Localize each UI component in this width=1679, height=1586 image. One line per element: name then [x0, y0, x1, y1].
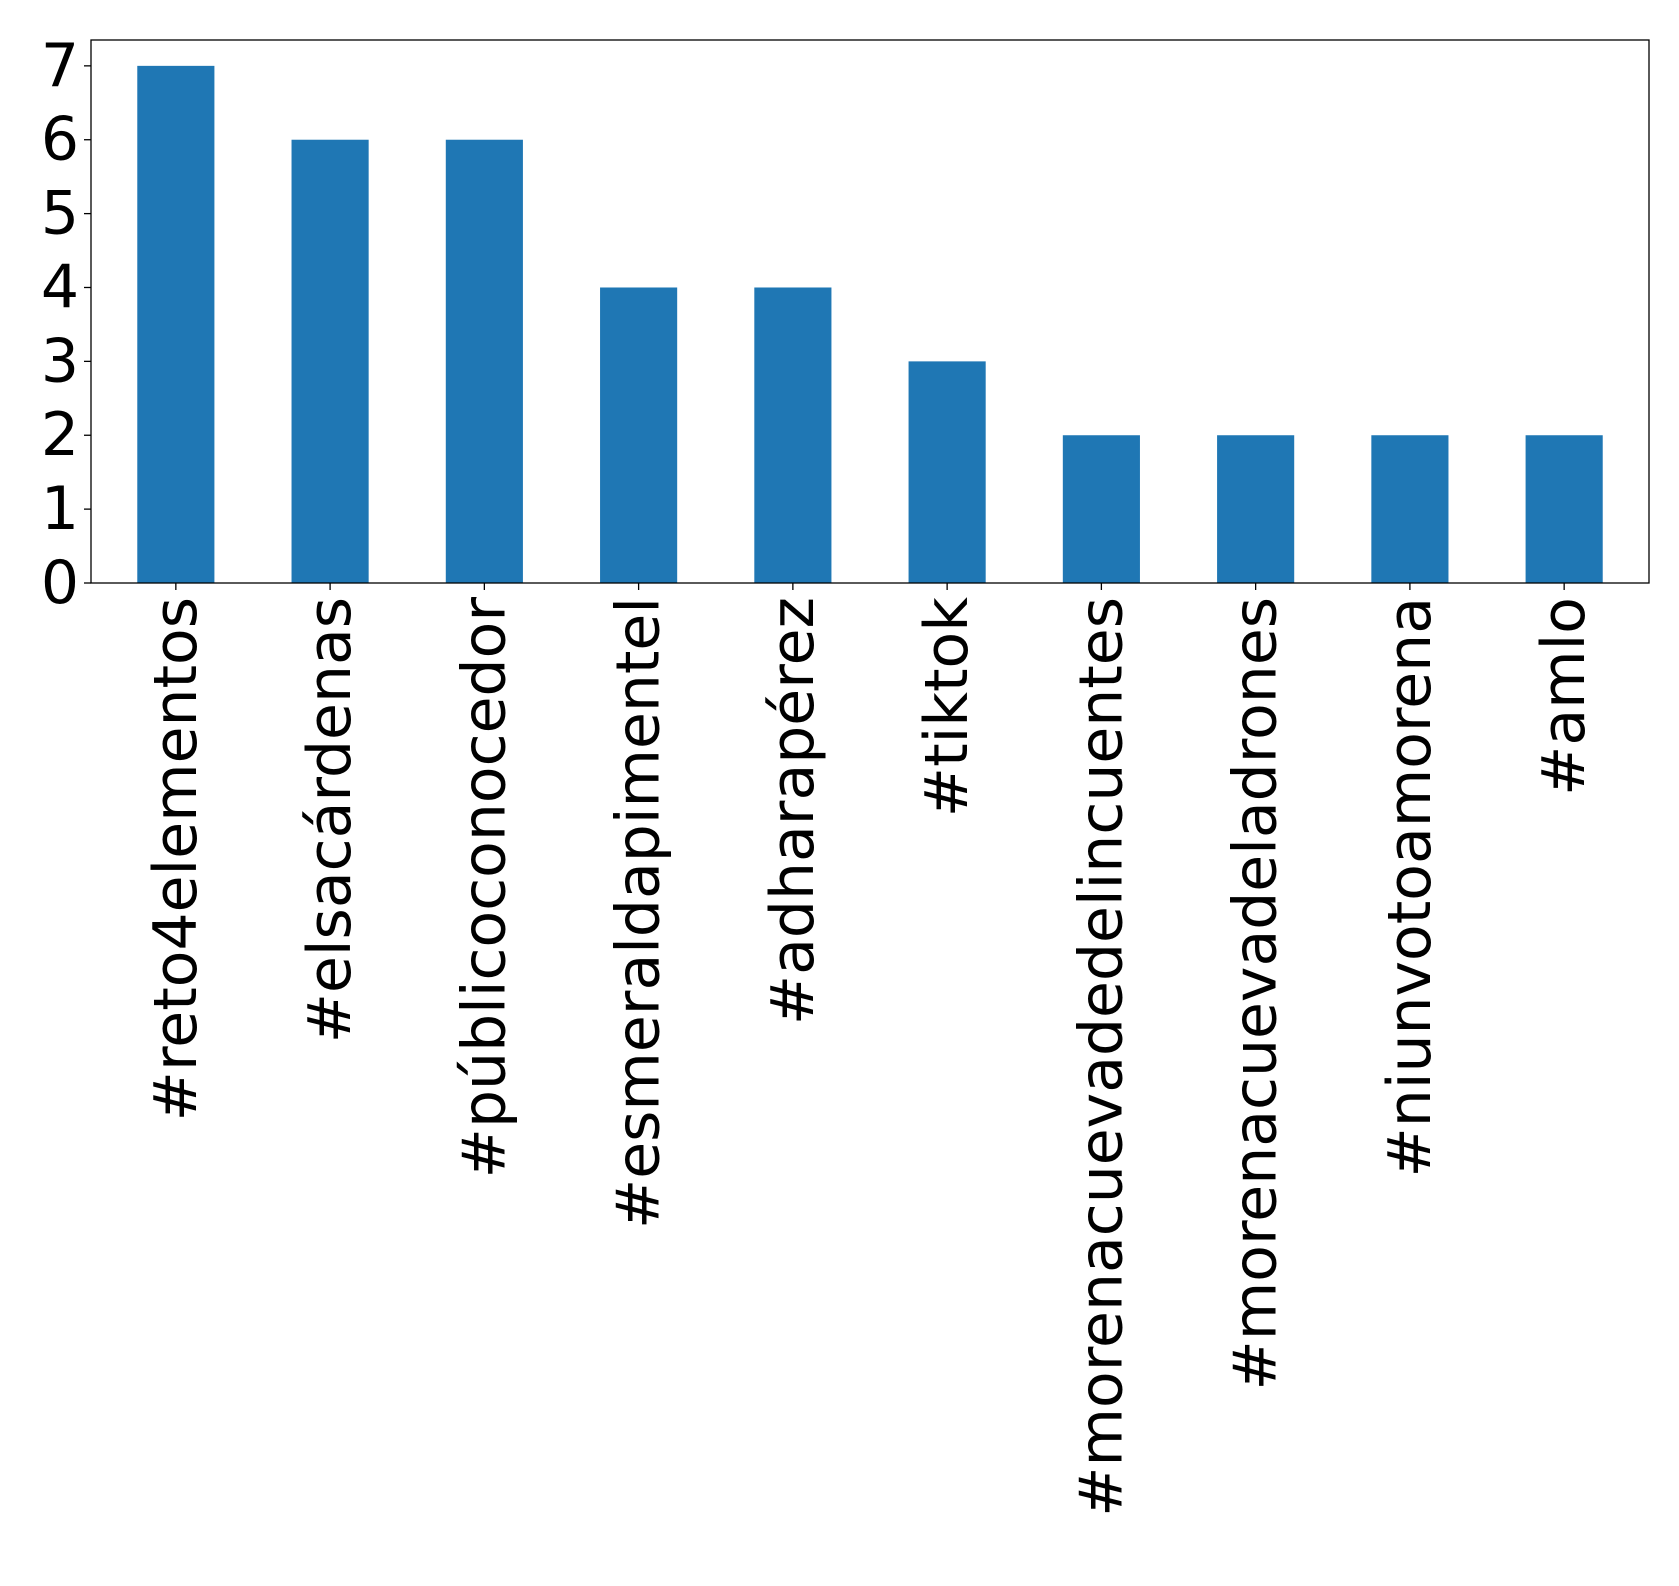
- y-tick-label: 4: [41, 252, 79, 322]
- x-axis-ticks: #reto4elementos #elsacárdenas #públicocono…: [141, 583, 1599, 1517]
- plot-frame: [90, 39, 1650, 584]
- y-tick-label: 0: [41, 548, 79, 618]
- bar-esmeraldapimentel: [600, 287, 678, 583]
- x-tick-label: #morenacuevadedelincuentes: [1066, 597, 1136, 1517]
- x-tick-label: #públicoconocedor: [449, 597, 519, 1179]
- y-tick-label: 1: [41, 474, 79, 544]
- bar-adharapérez: [754, 287, 832, 583]
- x-tick-label: #niunvotoamorena: [1375, 597, 1445, 1177]
- y-tick-label: 6: [41, 105, 79, 175]
- bar-amlo: [1525, 435, 1603, 583]
- bar-elsacárdenas: [291, 139, 369, 584]
- bar-tiktok: [908, 361, 986, 583]
- x-tick-label: #adharapérez: [758, 597, 828, 1025]
- bars-layer: [137, 65, 1603, 584]
- y-tick-label: 5: [41, 179, 79, 249]
- bar-reto4elementos: [137, 65, 215, 584]
- y-tick-label: 7: [41, 31, 79, 101]
- x-tick-label: #tiktok: [912, 597, 982, 817]
- x-tick-label: #esmeraldapimentel: [604, 597, 674, 1229]
- bar-morenacuevadedelincuentes: [1062, 435, 1140, 583]
- x-tick-label: #amlo: [1529, 597, 1599, 796]
- y-tick-label: 3: [41, 326, 79, 396]
- bar-niunvotoamorena: [1371, 435, 1449, 583]
- bar-públicoconocedor: [445, 139, 523, 584]
- x-tick-label: #morenacuevadeladrones: [1221, 597, 1291, 1390]
- bar-morenacuevadeladrones: [1217, 435, 1295, 583]
- x-tick-label: #elsacárdenas: [295, 597, 365, 1043]
- x-tick-label: #reto4elementos: [141, 597, 211, 1121]
- axes-layer: [90, 39, 1650, 584]
- y-tick-label: 2: [41, 400, 79, 470]
